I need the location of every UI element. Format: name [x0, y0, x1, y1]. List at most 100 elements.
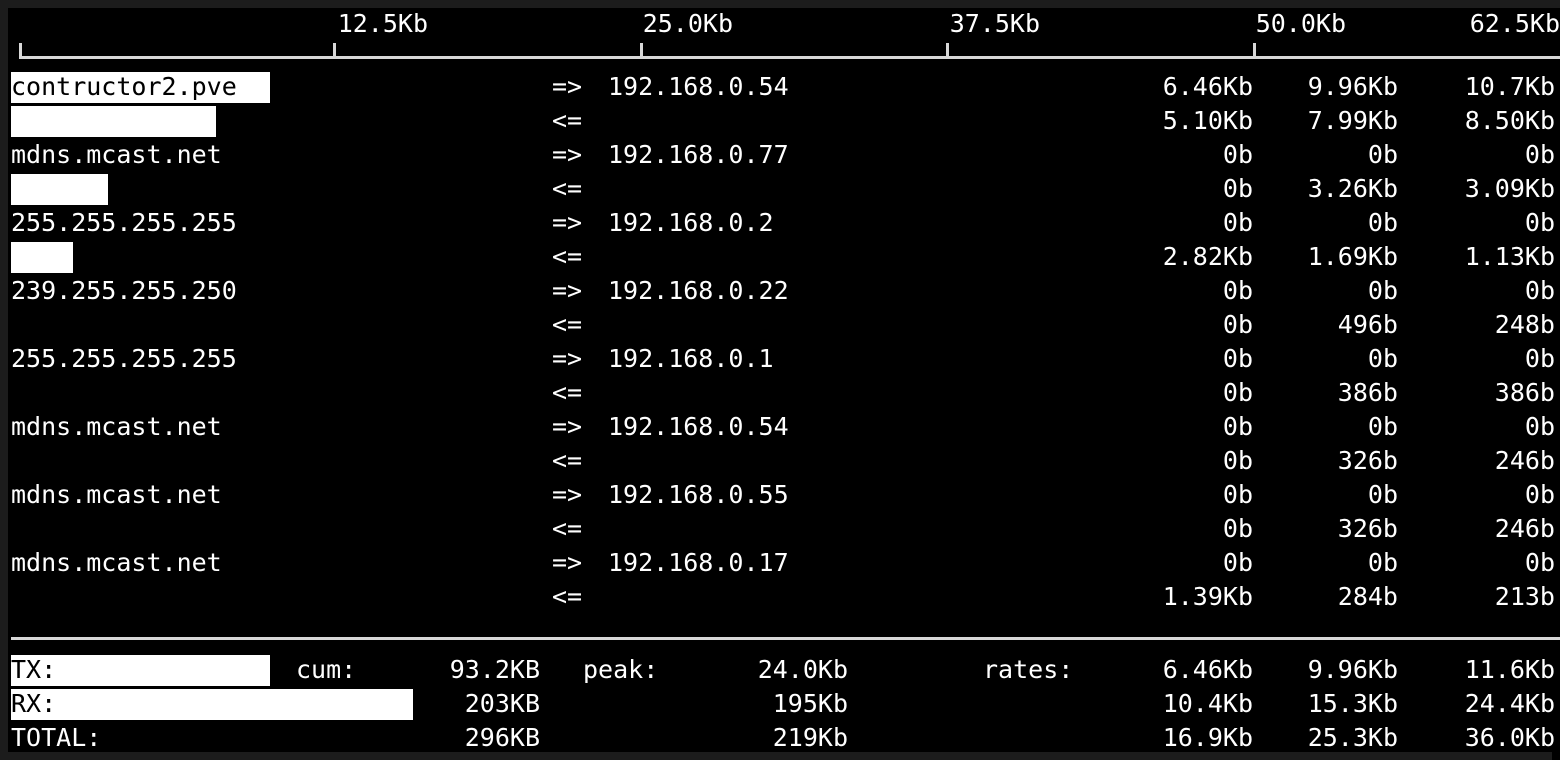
scale-tick	[1253, 43, 1256, 59]
connection-list: contructor2.pve => 192.168.0.54 6.46Kb 9.96K…	[8, 70, 1560, 630]
row-receive-line: <= 0b 3.26Kb 3.09Kb	[8, 172, 1560, 206]
send-arrow-icon: =>	[552, 140, 583, 169]
rate-r1: 5.10Kb	[1162, 106, 1253, 135]
connection-row[interactable]: 255.255.255.255 => 192.168.0.2 0b 0b 0b <= 2.82…	[8, 206, 1560, 274]
summary-line: RX: 203KB 195Kb 10.4Kb 15.3Kb 24.4Kb	[8, 687, 1560, 721]
host-name: mdns.mcast.net	[11, 548, 222, 577]
rate-r3: 8.50Kb	[1464, 106, 1555, 135]
peer-address: 192.168.0.54	[608, 412, 789, 441]
send-arrow-icon: =>	[552, 344, 583, 373]
row-send-line: contructor2.pve => 192.168.0.54 6.46Kb 9.96K…	[8, 70, 1560, 104]
connection-row[interactable]: mdns.mcast.net => 192.168.0.54 0b 0b 0b <= 0b 32…	[8, 410, 1560, 478]
send-bar	[11, 72, 270, 103]
rate-r2: 0b	[1367, 344, 1398, 373]
rate-r2: 0b	[1367, 276, 1398, 305]
rate-r1: 2.82Kb	[1162, 242, 1253, 271]
peer-address: 192.168.0.77	[608, 140, 789, 169]
connection-row[interactable]: contructor2.pve => 192.168.0.54 6.46Kb 9.96K…	[8, 70, 1560, 138]
rate-r2: 386b	[1337, 378, 1398, 407]
connection-row[interactable]: mdns.mcast.net => 192.168.0.17 0b 0b 0b <= 1.39…	[8, 546, 1560, 614]
send-arrow-icon: =>	[552, 276, 583, 305]
summary-rate-r3: 36.0Kb	[1464, 723, 1555, 752]
rate-r1: 0b	[1222, 412, 1253, 441]
row-receive-line: <= 5.10Kb 7.99Kb 8.50Kb	[8, 104, 1560, 138]
row-receive-line: <= 0b 496b 248b	[8, 308, 1560, 342]
rate-r3: 0b	[1524, 548, 1555, 577]
scale-label: 12.5Kb	[337, 9, 428, 38]
rate-r1: 0b	[1222, 140, 1253, 169]
rates-label: rates:	[983, 655, 1074, 684]
rate-r3: 0b	[1524, 480, 1555, 509]
receive-arrow-icon: <=	[552, 514, 583, 543]
row-send-line: mdns.mcast.net => 192.168.0.77 0b 0b 0b	[8, 138, 1560, 172]
rate-r1: 0b	[1222, 480, 1253, 509]
row-receive-line: <= 1.39Kb 284b 213b	[8, 580, 1560, 614]
rate-r1: 0b	[1222, 276, 1253, 305]
rate-r1: 1.39Kb	[1162, 582, 1253, 611]
window-bottom-border	[0, 752, 1552, 760]
send-arrow-icon: =>	[552, 208, 583, 237]
scale-tick	[333, 43, 336, 59]
summary-rate-r1: 6.46Kb	[1162, 655, 1253, 684]
rate-r2: 1.69Kb	[1307, 242, 1398, 271]
peer-address: 192.168.0.1	[608, 344, 774, 373]
rate-r1: 0b	[1222, 514, 1253, 543]
summary-bar	[11, 689, 413, 720]
receive-bar	[11, 106, 216, 137]
connection-row[interactable]: 239.255.255.250 => 192.168.0.22 0b 0b 0b <= 0b 4…	[8, 274, 1560, 342]
rate-r2: 3.26Kb	[1307, 174, 1398, 203]
cumulative-value: 296KB	[464, 723, 540, 752]
send-arrow-icon: =>	[552, 548, 583, 577]
receive-arrow-icon: <=	[552, 242, 583, 271]
row-send-line: 239.255.255.250 => 192.168.0.22 0b 0b 0b	[8, 274, 1560, 308]
scale-label: 50.0Kb	[1255, 9, 1346, 38]
host-name: 239.255.255.250	[11, 276, 237, 305]
rate-r1: 0b	[1222, 446, 1253, 475]
send-arrow-icon: =>	[552, 412, 583, 441]
summary-label: TX:	[11, 655, 57, 684]
host-name: contructor2.pve	[11, 72, 237, 101]
summary-rate-r3: 24.4Kb	[1464, 689, 1555, 718]
rate-r1: 0b	[1222, 174, 1253, 203]
connection-row[interactable]: mdns.mcast.net => 192.168.0.77 0b 0b 0b <= 0b 3.…	[8, 138, 1560, 206]
rate-r1: 0b	[1222, 310, 1253, 339]
send-arrow-icon: =>	[552, 480, 583, 509]
summary-bar	[11, 655, 270, 686]
host-name: mdns.mcast.net	[11, 412, 222, 441]
cumulative-value: 93.2KB	[449, 655, 540, 684]
scale-label: 25.0Kb	[642, 9, 733, 38]
receive-arrow-icon: <=	[552, 446, 583, 475]
rate-r3: 1.13Kb	[1464, 242, 1555, 271]
row-receive-line: <= 0b 326b 246b	[8, 444, 1560, 478]
rate-r1: 0b	[1222, 344, 1253, 373]
connection-row[interactable]: mdns.mcast.net => 192.168.0.55 0b 0b 0b <= 0b 32…	[8, 478, 1560, 546]
rate-r2: 0b	[1367, 208, 1398, 237]
rate-r3: 0b	[1524, 208, 1555, 237]
scale-label: 62.5Kb	[1469, 9, 1560, 38]
connection-row[interactable]: 255.255.255.255 => 192.168.0.1 0b 0b 0b <= 0b 38…	[8, 342, 1560, 410]
rate-r2: 326b	[1337, 446, 1398, 475]
summary-rate-r2: 15.3Kb	[1307, 689, 1398, 718]
scale-axis	[19, 43, 1560, 59]
receive-arrow-icon: <=	[552, 310, 583, 339]
summary-line: TX: cum: 93.2KB peak: 24.0Kb rates: 6.46Kb 9.96…	[8, 653, 1560, 687]
host-name: 255.255.255.255	[11, 344, 237, 373]
summary-rate-r2: 9.96Kb	[1307, 655, 1398, 684]
send-arrow-icon: =>	[552, 72, 583, 101]
rate-r3: 0b	[1524, 412, 1555, 441]
rate-r2: 0b	[1367, 412, 1398, 441]
summary-label: TOTAL:	[11, 723, 102, 752]
peak-label: peak:	[583, 655, 659, 684]
summary-footer: TX: cum: 93.2KB peak: 24.0Kb rates: 6.46Kb 9.96…	[8, 653, 1560, 760]
rate-r2: 7.99Kb	[1307, 106, 1398, 135]
scale-label: 37.5Kb	[949, 9, 1040, 38]
rate-r1: 0b	[1222, 378, 1253, 407]
row-send-line: 255.255.255.255 => 192.168.0.2 0b 0b 0b	[8, 206, 1560, 240]
rate-r3: 0b	[1524, 140, 1555, 169]
rate-r2: 9.96Kb	[1307, 72, 1398, 101]
row-receive-line: <= 0b 326b 246b	[8, 512, 1560, 546]
row-receive-line: <= 2.82Kb 1.69Kb 1.13Kb	[8, 240, 1560, 274]
peer-address: 192.168.0.2	[608, 208, 774, 237]
summary-label: RX:	[11, 689, 57, 718]
